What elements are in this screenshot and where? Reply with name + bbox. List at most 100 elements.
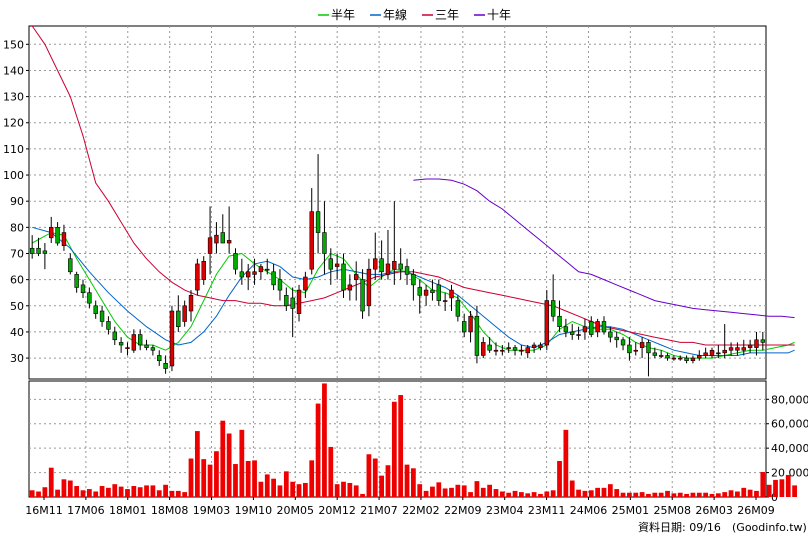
x-tick-label: 19M10: [235, 504, 273, 517]
volume-bar: [175, 490, 181, 497]
candle-body-up: [703, 352, 708, 356]
price-tick-label: 60: [10, 274, 24, 287]
candle: [284, 287, 289, 312]
volume-bar: [506, 492, 512, 497]
candle: [150, 345, 156, 356]
candle-body-down: [284, 295, 289, 307]
volume-bar: [233, 464, 238, 497]
candle-body-down: [341, 263, 346, 291]
candle: [430, 279, 435, 301]
price-tick-label: 90: [10, 195, 24, 208]
candle-body-down: [29, 247, 35, 254]
candle-body-up: [741, 347, 746, 351]
volume-bar: [131, 486, 137, 497]
x-tick-label: 19M03: [193, 504, 231, 517]
candle: [188, 290, 194, 322]
candle-body-up: [709, 349, 715, 356]
candle: [252, 258, 257, 285]
candle-body-up: [49, 227, 54, 239]
candle-body-up: [226, 240, 232, 244]
volume-bar: [633, 492, 639, 497]
legend-label-3: 十年: [487, 8, 511, 22]
volume-bar: [347, 482, 353, 497]
candle-body-up: [195, 263, 200, 291]
candle: [373, 232, 378, 280]
candle: [118, 337, 124, 353]
candle-body-up: [544, 300, 550, 346]
candle-body-up: [169, 310, 175, 367]
candle-body-up: [265, 268, 270, 271]
candle: [639, 337, 645, 359]
candle: [163, 355, 168, 374]
volume-bar: [646, 493, 651, 497]
candle: [633, 342, 638, 356]
candle: [379, 240, 384, 280]
volume-bar: [360, 493, 365, 497]
candle-body-down: [150, 347, 156, 351]
volume-bar: [252, 460, 257, 497]
candle-body-down: [563, 326, 569, 333]
volume-bar: [226, 433, 232, 497]
candle-body-up: [747, 344, 753, 348]
volume-bar: [601, 487, 607, 497]
candle: [449, 284, 454, 312]
candle-body-up: [722, 349, 727, 354]
candle-body-up: [671, 357, 677, 360]
volume-bar: [182, 492, 188, 497]
candle-body-up: [678, 357, 683, 360]
candle: [436, 279, 442, 306]
x-tick-label: 23M04: [486, 504, 524, 517]
candle: [74, 271, 79, 293]
price-tick-label: 50: [10, 300, 24, 313]
candle: [754, 331, 759, 356]
price-tick-label: 140: [3, 64, 24, 77]
volume-bar: [582, 490, 588, 497]
volume-bar: [188, 458, 194, 497]
volume-bar: [677, 492, 683, 497]
price-tick-label: 40: [10, 326, 24, 339]
candle-body-up: [334, 263, 340, 267]
candle: [462, 313, 467, 338]
volume-bar: [461, 485, 467, 497]
candle-body-down: [93, 305, 98, 314]
candle: [411, 269, 416, 301]
candle-body-down: [665, 355, 670, 359]
candle-body-down: [379, 258, 384, 273]
candle: [106, 316, 111, 335]
volume-bar: [690, 492, 696, 497]
volume-bar: [61, 479, 67, 497]
candle: [144, 339, 149, 351]
candle-body-down: [290, 297, 295, 309]
volume-bar: [538, 493, 543, 497]
volume-bar: [595, 487, 601, 497]
price-axis-ticks: 150 140 130 120 110 100 90 80 70 60 50 40 30: [3, 38, 29, 365]
candle: [620, 337, 626, 351]
volume-tick-label: 0: [771, 491, 778, 504]
candle: [55, 222, 60, 246]
candle-body-down: [512, 347, 518, 351]
volume-bar: [245, 460, 251, 497]
candle-body-up: [716, 352, 721, 355]
volume-bar: [379, 475, 384, 497]
candle: [341, 253, 346, 298]
candle-body-down: [760, 339, 766, 343]
candle-body-down: [322, 232, 327, 254]
volume-bar: [639, 492, 645, 497]
price-frame: [28, 25, 767, 380]
candle: [506, 342, 511, 353]
candle-body-down: [652, 352, 658, 356]
volume-bar: [728, 490, 734, 497]
volume-bar: [258, 481, 264, 497]
candle-body-down: [271, 271, 276, 286]
candle: [334, 253, 340, 280]
candle-body-down: [74, 274, 79, 288]
x-tick-label: 21M07: [360, 504, 398, 517]
candle: [728, 342, 734, 356]
volume-bar: [404, 464, 410, 497]
volume-bar: [398, 395, 404, 497]
volume-bar: [442, 488, 448, 497]
volume-bar: [353, 485, 359, 497]
candle: [468, 311, 473, 343]
candle-body-up: [449, 289, 454, 299]
volume-bar: [671, 493, 677, 497]
